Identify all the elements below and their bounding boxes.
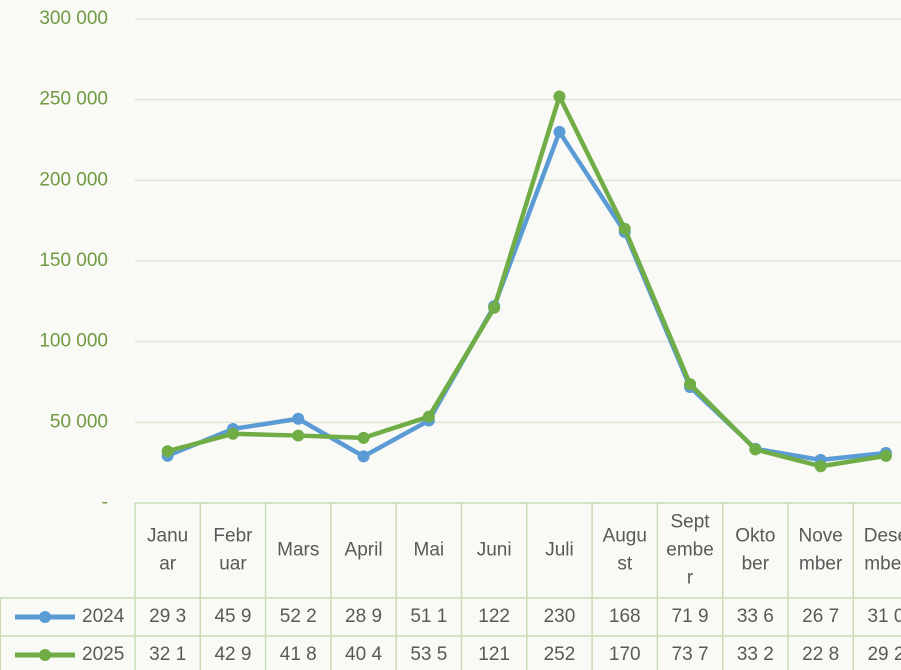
table-value: 26 7 <box>802 606 839 627</box>
data-point <box>684 378 697 391</box>
data-point <box>553 125 566 138</box>
y-tick-label: 50 000 <box>50 411 108 432</box>
legend-key-marker <box>39 649 51 661</box>
data-point <box>879 449 892 462</box>
table-value: 40 4 <box>345 644 382 665</box>
data-point <box>422 410 435 423</box>
x-tick-label: Mai <box>414 540 445 561</box>
table-value: 33 2 <box>737 644 774 665</box>
x-tick-label: Mars <box>277 540 319 561</box>
data-point <box>814 460 827 473</box>
x-tick-label: Nove mber <box>798 526 842 575</box>
table-value: 28 9 <box>345 606 382 627</box>
table-value: 29 3 <box>149 606 186 627</box>
y-tick-label: 150 000 <box>39 250 108 271</box>
table-value: 51 1 <box>410 606 447 627</box>
data-point <box>618 222 631 235</box>
x-tick-label: Juni <box>477 540 512 561</box>
table-value: 122 <box>478 606 510 627</box>
table-value: 33 6 <box>737 606 774 627</box>
table-value: 22 8 <box>802 644 839 665</box>
x-tick-label: Sept embe r <box>666 512 714 589</box>
table-value: 45 9 <box>214 606 251 627</box>
data-point <box>161 445 174 458</box>
data-point <box>357 450 370 463</box>
x-tick-label: Okto ber <box>735 526 775 575</box>
table-value: 230 <box>544 606 576 627</box>
table-value: 252 <box>544 644 576 665</box>
table-value: 52 2 <box>280 606 317 627</box>
table-value: 73 7 <box>672 644 709 665</box>
data-point <box>292 429 305 442</box>
data-point <box>553 90 566 103</box>
series-line <box>167 94 887 469</box>
data-point <box>226 427 239 440</box>
table-value: 170 <box>609 644 641 665</box>
data-point <box>749 443 762 456</box>
x-tick-label: Janu ar <box>147 526 188 575</box>
y-tick-label: 250 000 <box>39 89 108 110</box>
table-value: 53 5 <box>410 644 447 665</box>
table-value: 121 <box>478 644 510 665</box>
y-tick-label: 300 000 <box>39 8 108 29</box>
y-tick-label: 200 000 <box>39 169 108 190</box>
x-tick-label: Juli <box>545 540 574 561</box>
table-value: 29 2 <box>867 644 901 665</box>
table-value: 32 1 <box>149 644 186 665</box>
data-point <box>357 431 370 444</box>
table-value: 42 9 <box>214 644 251 665</box>
data-point <box>292 412 305 425</box>
y-tick-label: 100 000 <box>39 331 108 352</box>
table-value: 41 8 <box>280 644 317 665</box>
x-tick-label: Desember <box>864 526 901 575</box>
data-point <box>488 301 501 314</box>
y-tick-label: - <box>102 492 108 513</box>
series-line <box>166 129 887 463</box>
x-tick-label: Febr uar <box>213 526 253 575</box>
legend-label: 2024 <box>82 606 125 627</box>
legend-label: 2025 <box>82 644 124 665</box>
x-tick-label: Augu st <box>603 526 647 575</box>
x-tick-label: April <box>345 540 383 561</box>
table-value: 168 <box>609 606 641 627</box>
legend-key-marker <box>39 611 51 623</box>
table-value: 71 9 <box>672 606 709 627</box>
table-value: 31 0 <box>867 606 901 627</box>
